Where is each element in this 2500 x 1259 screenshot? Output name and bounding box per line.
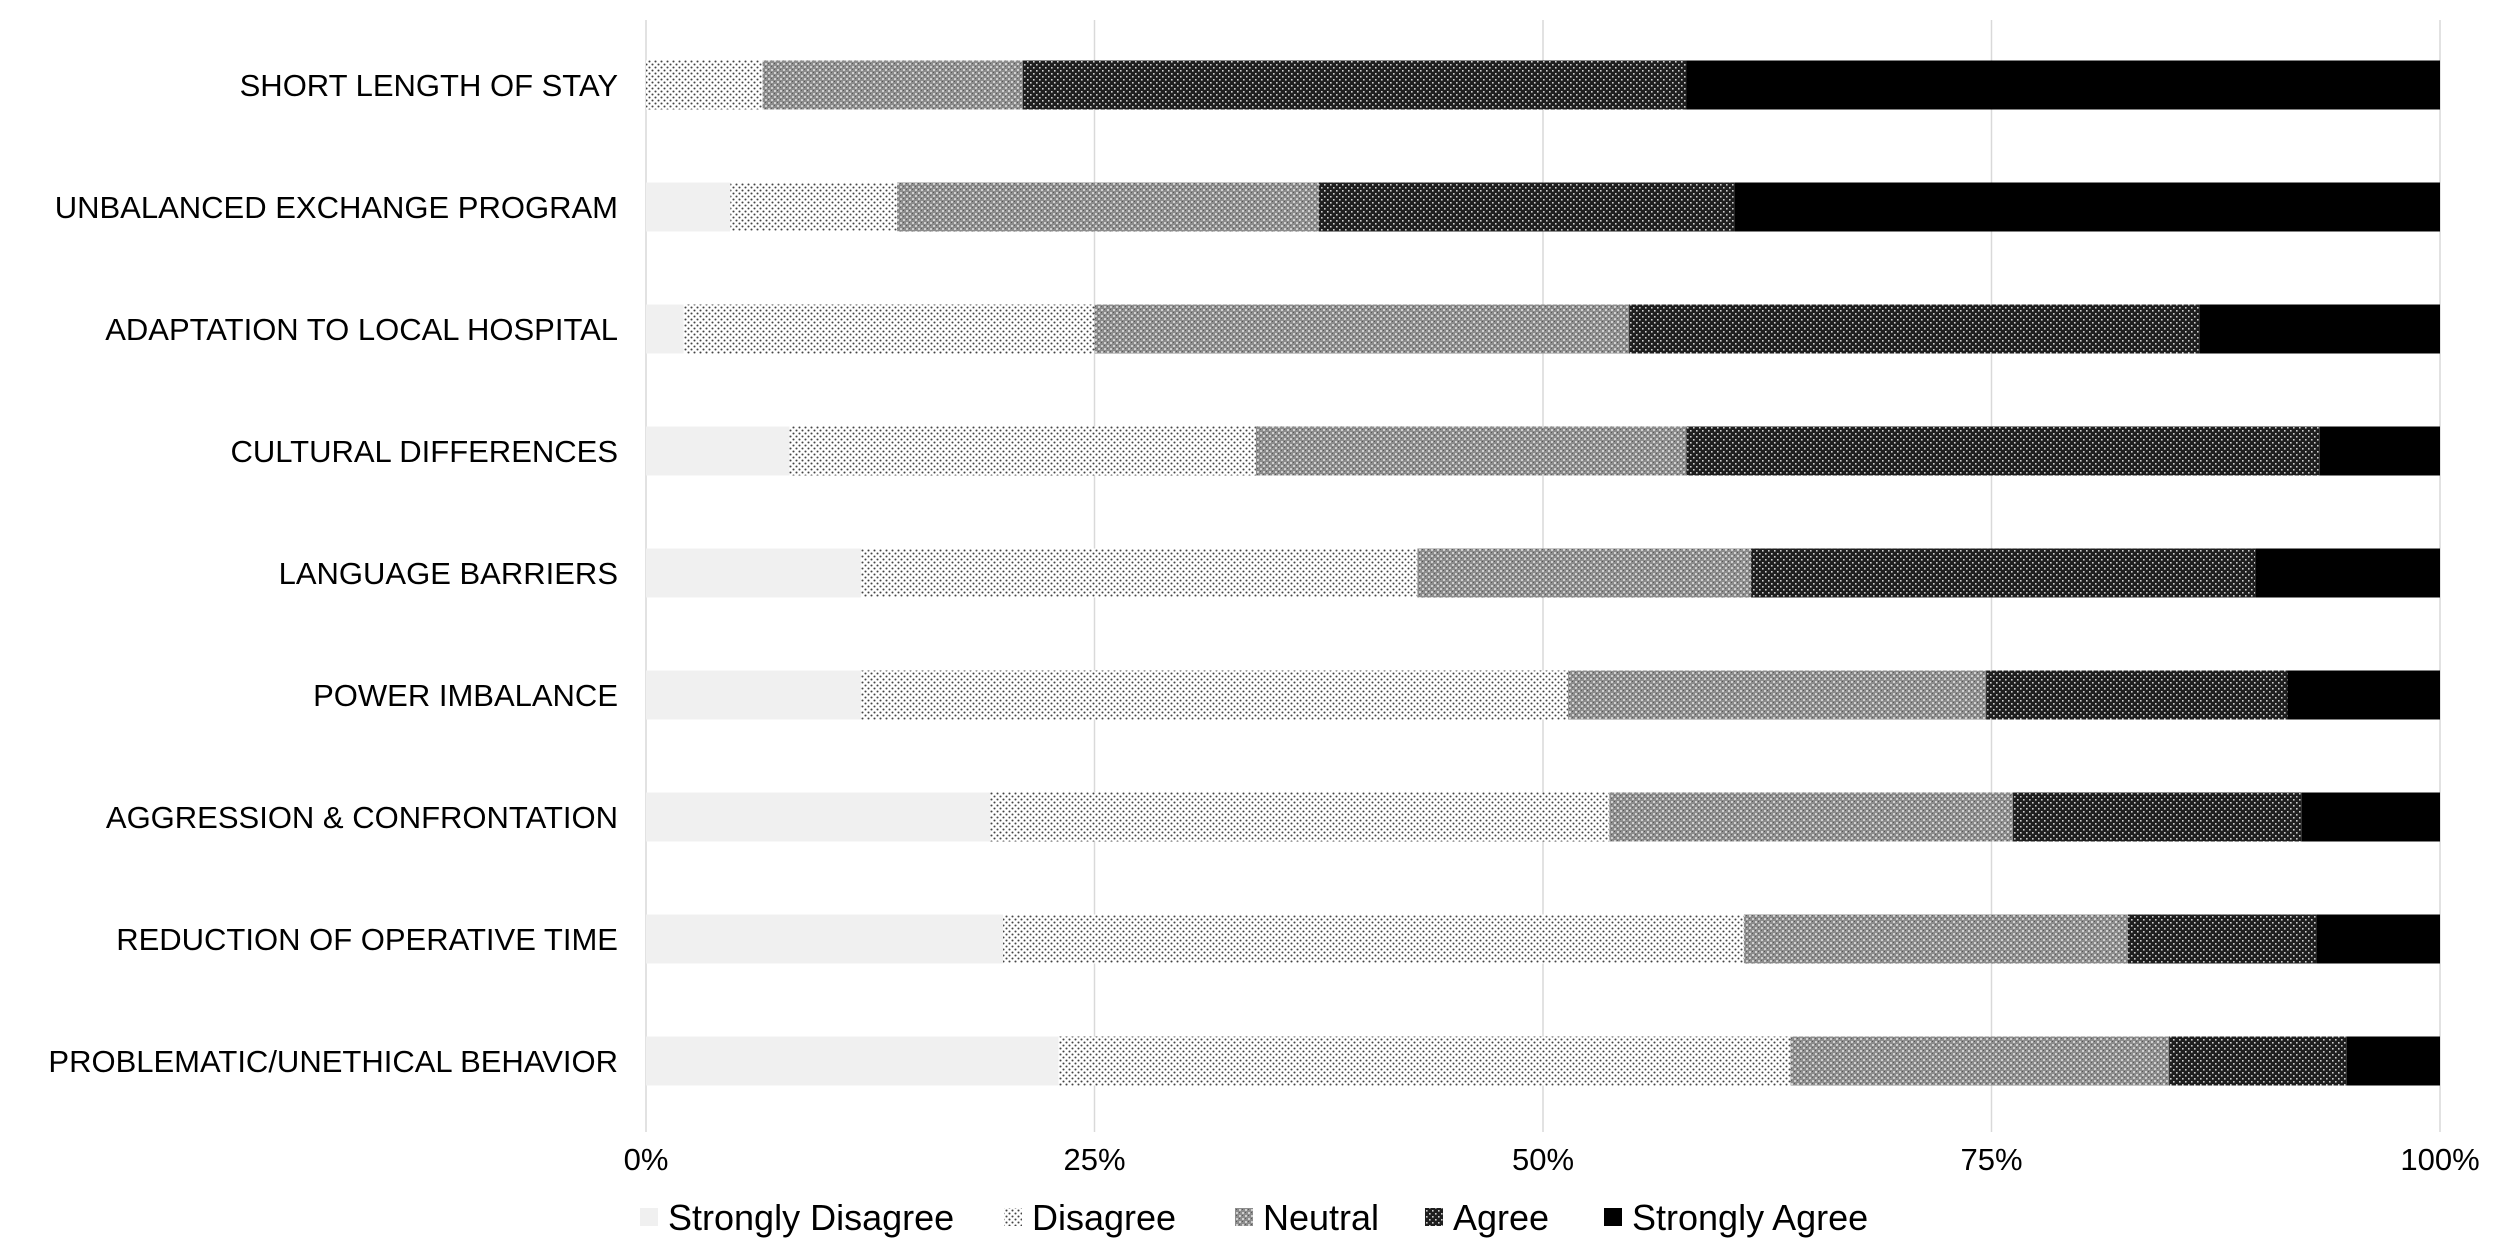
- x-tick-label: 75%: [1960, 1142, 2022, 1177]
- bar-strongly-agree-reduction-of-operative-time: [2316, 914, 2440, 964]
- bar-strongly-disagree-language-barriers: [646, 548, 862, 598]
- bar-agree-cultural-differences: [1686, 426, 2320, 476]
- legend-label-strongly-agree: Strongly Agree: [1632, 1197, 1868, 1238]
- legend-swatch-agree: [1425, 1208, 1443, 1226]
- legend-label-disagree: Disagree: [1032, 1197, 1176, 1238]
- category-label: PROBLEMATIC/UNETHICAL BEHAVIOR: [48, 1044, 618, 1079]
- bar-strongly-agree-unbalanced-exchange-program: [1734, 182, 2440, 232]
- bar-agree-problematic-unethical-behavior: [2169, 1036, 2347, 1086]
- bar-disagree-adaptation-to-local-hospital: [683, 304, 1095, 354]
- legend-label-agree: Agree: [1453, 1197, 1549, 1238]
- bar-neutral-power-imbalance: [1568, 670, 1987, 720]
- bar-neutral-reduction-of-operative-time: [1743, 914, 2128, 964]
- bar-strongly-disagree-power-imbalance: [646, 670, 862, 720]
- category-label: ADAPTATION TO LOCAL HOSPITAL: [105, 312, 618, 347]
- legend-label-strongly-disagree: Strongly Disagree: [668, 1197, 954, 1238]
- legend-swatch-neutral: [1235, 1208, 1253, 1226]
- bar-strongly-agree-cultural-differences: [2319, 426, 2440, 476]
- x-tick-label: 50%: [1512, 1142, 1574, 1177]
- category-label: LANGUAGE BARRIERS: [279, 556, 618, 591]
- bar-strongly-disagree-adaptation-to-local-hospital: [646, 304, 684, 354]
- legend-label-neutral: Neutral: [1263, 1197, 1379, 1238]
- bar-strongly-agree-power-imbalance: [2287, 670, 2440, 720]
- bar-neutral-short-length-of-stay: [762, 60, 1023, 110]
- bar-agree-reduction-of-operative-time: [2127, 914, 2317, 964]
- bar-neutral-adaptation-to-local-hospital: [1094, 304, 1630, 354]
- legend-swatch-strongly-disagree: [640, 1208, 658, 1226]
- bar-strongly-agree-problematic-unethical-behavior: [2346, 1036, 2440, 1086]
- x-tick-label: 100%: [2400, 1142, 2479, 1177]
- bar-strongly-agree-language-barriers: [2255, 548, 2440, 598]
- legend-swatch-strongly-agree: [1604, 1208, 1622, 1226]
- bar-agree-short-length-of-stay: [1022, 60, 1687, 110]
- bar-disagree-aggression-confrontation: [990, 792, 1610, 842]
- bar-strongly-disagree-aggression-confrontation: [646, 792, 991, 842]
- bar-agree-power-imbalance: [1986, 670, 2288, 720]
- bar-disagree-problematic-unethical-behavior: [1058, 1036, 1791, 1086]
- bar-disagree-language-barriers: [861, 548, 1418, 598]
- bar-neutral-unbalanced-exchange-program: [897, 182, 1319, 232]
- category-label: POWER IMBALANCE: [313, 678, 618, 713]
- category-label: REDUCTION OF OPERATIVE TIME: [116, 922, 618, 957]
- bar-strongly-agree-adaptation-to-local-hospital: [2199, 304, 2440, 354]
- category-label: CULTURAL DIFFERENCES: [230, 434, 618, 469]
- bar-strongly-disagree-reduction-of-operative-time: [646, 914, 1004, 964]
- x-tick-label: 0%: [624, 1142, 669, 1177]
- bar-agree-adaptation-to-local-hospital: [1629, 304, 2200, 354]
- category-label: SHORT LENGTH OF STAY: [240, 68, 618, 103]
- bar-strongly-disagree-problematic-unethical-behavior: [646, 1036, 1059, 1086]
- category-label: UNBALANCED EXCHANGE PROGRAM: [55, 190, 618, 225]
- x-tick-label: 25%: [1063, 1142, 1125, 1177]
- bar-agree-unbalanced-exchange-program: [1318, 182, 1735, 232]
- bar-disagree-short-length-of-stay: [646, 60, 763, 110]
- bar-strongly-agree-aggression-confrontation: [2301, 792, 2440, 842]
- bar-strongly-disagree-unbalanced-exchange-program: [646, 182, 731, 232]
- bar-disagree-unbalanced-exchange-program: [730, 182, 898, 232]
- category-label: AGGRESSION & CONFRONTATION: [106, 800, 618, 835]
- bar-agree-aggression-confrontation: [2013, 792, 2302, 842]
- bar-disagree-cultural-differences: [789, 426, 1256, 476]
- bar-neutral-aggression-confrontation: [1609, 792, 2014, 842]
- bar-agree-language-barriers: [1751, 548, 2256, 598]
- bar-disagree-power-imbalance: [861, 670, 1569, 720]
- bar-neutral-cultural-differences: [1255, 426, 1687, 476]
- bar-disagree-reduction-of-operative-time: [1003, 914, 1744, 964]
- bar-neutral-problematic-unethical-behavior: [1790, 1036, 2170, 1086]
- bar-neutral-language-barriers: [1417, 548, 1752, 598]
- bar-strongly-agree-short-length-of-stay: [1686, 60, 2440, 110]
- bar-strongly-disagree-cultural-differences: [646, 426, 790, 476]
- legend-swatch-disagree: [1004, 1208, 1022, 1226]
